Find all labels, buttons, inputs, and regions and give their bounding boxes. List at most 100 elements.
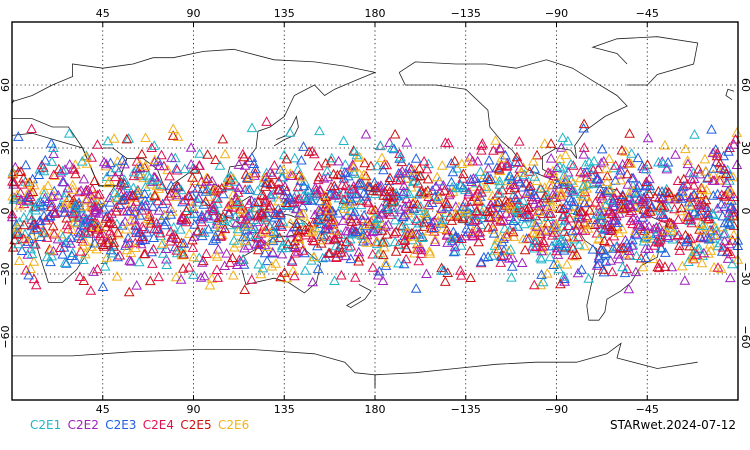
triangle-marker (643, 188, 655, 199)
triangle-marker (579, 219, 591, 230)
triangle-marker (620, 146, 631, 156)
triangle-marker (75, 245, 87, 256)
triangle-marker (7, 167, 19, 178)
triangle-marker (709, 175, 720, 185)
triangle-marker (354, 177, 366, 188)
triangle-marker (120, 223, 132, 234)
triangle-marker (214, 160, 226, 170)
triangle-marker (376, 152, 388, 163)
triangle-marker (208, 210, 220, 221)
triangle-marker (140, 160, 151, 170)
triangle-marker (153, 224, 165, 234)
triangle-marker (59, 257, 71, 267)
triangle-marker (469, 214, 481, 225)
triangle-marker (26, 123, 37, 133)
triangle-marker (297, 245, 309, 255)
triangle-marker (13, 228, 24, 238)
triangle-marker (81, 184, 92, 195)
triangle-marker (613, 253, 625, 264)
triangle-marker (423, 225, 435, 236)
triangle-marker (619, 248, 631, 258)
triangle-marker (441, 201, 453, 212)
triangle-marker (700, 165, 711, 176)
triangle-marker (285, 227, 296, 238)
triangle-marker (307, 276, 319, 287)
triangle-marker (421, 268, 432, 278)
triangle-marker (587, 243, 599, 254)
triangle-marker (261, 255, 273, 266)
triangle-marker (567, 242, 579, 253)
triangle-marker (420, 208, 432, 219)
triangle-marker (703, 233, 715, 244)
triangle-marker (65, 238, 76, 248)
triangle-marker (716, 189, 728, 199)
triangle-marker (491, 234, 503, 245)
triangle-marker (727, 171, 739, 182)
triangle-marker (276, 248, 288, 259)
triangle-marker (322, 211, 334, 221)
triangle-marker (57, 165, 69, 176)
triangle-marker (561, 258, 573, 269)
triangle-marker (610, 160, 621, 170)
triangle-marker (303, 220, 315, 231)
lon-label-top: −90 (545, 7, 568, 20)
triangle-marker (227, 269, 239, 280)
triangle-marker (564, 192, 576, 203)
triangle-marker (127, 190, 139, 201)
lon-label-bottom: 45 (96, 403, 110, 416)
triangle-marker (277, 216, 289, 227)
triangle-marker (429, 191, 441, 202)
triangle-marker (497, 202, 509, 212)
axis-ticks: 45 45 90 90 135 135 180 180 −135 −135 −90 −90 −45 −45… (0, 7, 750, 416)
triangle-marker (545, 138, 557, 148)
triangle-marker (724, 272, 736, 283)
triangle-marker (462, 156, 474, 167)
triangle-marker (133, 227, 145, 237)
triangle-marker (200, 186, 212, 196)
coastline-antarctica (374, 342, 698, 388)
triangle-marker (685, 191, 697, 202)
triangle-marker (292, 164, 304, 174)
triangle-marker (701, 232, 713, 243)
triangle-marker (601, 170, 613, 181)
triangle-marker (697, 220, 709, 230)
triangle-marker (718, 228, 730, 239)
triangle-marker (242, 240, 254, 250)
triangle-marker (315, 203, 327, 213)
triangle-marker (395, 151, 406, 162)
triangle-marker (13, 166, 24, 176)
triangle-marker (528, 279, 540, 290)
triangle-marker (528, 227, 540, 237)
triangle-marker (519, 244, 531, 255)
triangle-marker (616, 223, 628, 234)
triangle-marker (366, 203, 377, 214)
triangle-marker (61, 197, 73, 207)
triangle-marker (203, 223, 214, 234)
triangle-marker (139, 199, 151, 210)
triangle-marker (325, 155, 337, 166)
triangle-marker (289, 152, 301, 163)
triangle-marker (491, 197, 503, 208)
triangle-marker (46, 250, 58, 261)
triangle-marker (154, 160, 165, 170)
triangle-marker (615, 174, 627, 185)
triangle-marker (185, 142, 197, 152)
triangle-marker (517, 233, 529, 244)
triangle-marker (323, 200, 334, 211)
triangle-marker (217, 133, 229, 144)
triangle-marker (433, 192, 445, 203)
triangle-marker (401, 243, 413, 253)
lon-label-top: −45 (636, 7, 659, 20)
triangle-marker (66, 224, 78, 234)
triangle-marker (199, 227, 210, 237)
triangle-marker (322, 219, 334, 230)
triangle-marker (465, 195, 477, 206)
triangle-marker (281, 272, 293, 283)
triangle-marker (567, 184, 578, 195)
triangle-marker (606, 208, 618, 219)
coastline-uk (725, 88, 735, 101)
triangle-marker (631, 250, 642, 260)
triangle-marker (120, 238, 132, 248)
triangle-marker (94, 188, 105, 199)
triangle-marker (596, 143, 608, 154)
